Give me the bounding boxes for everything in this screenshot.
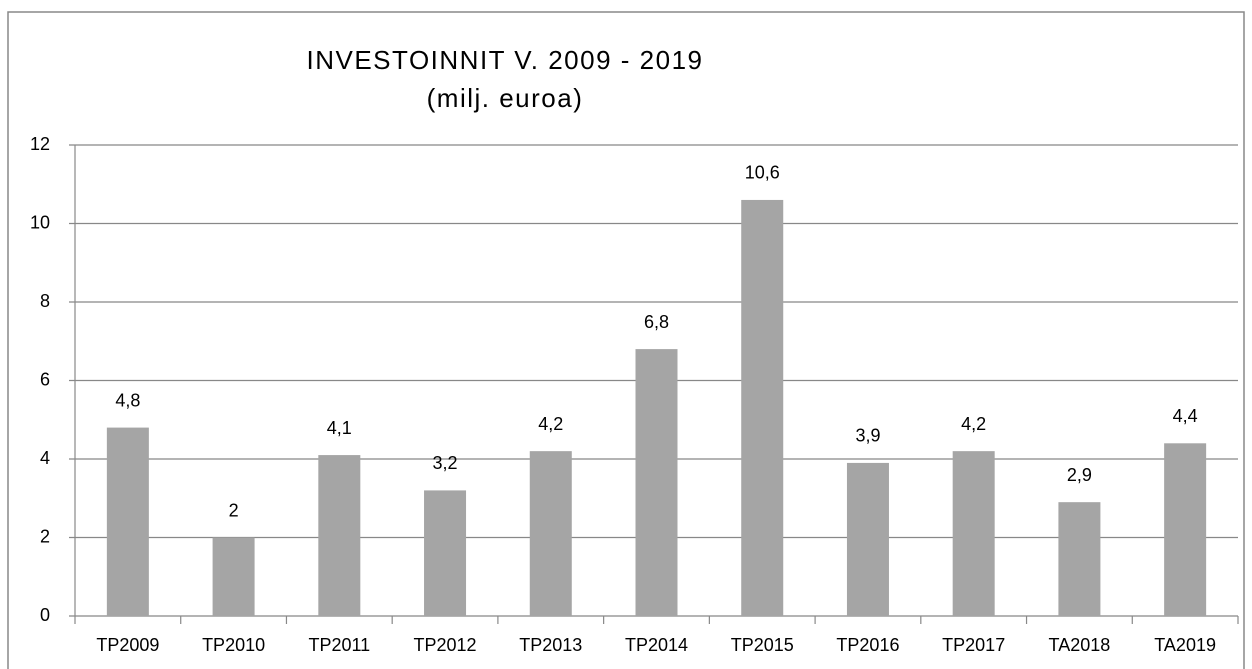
y-tick-label: 2 <box>40 526 50 546</box>
data-label: 4,2 <box>538 414 563 434</box>
x-tick-label: TP2009 <box>96 635 159 655</box>
x-tick-label: TA2018 <box>1049 635 1111 655</box>
bar <box>529 451 572 616</box>
bar <box>424 490 467 616</box>
x-tick-label: TP2013 <box>519 635 582 655</box>
bar <box>212 537 255 616</box>
x-tick-label: TP2015 <box>731 635 794 655</box>
data-label: 6,8 <box>644 312 669 332</box>
chart-title: INVESTOINNIT V. 2009 - 2019 <box>307 45 704 75</box>
data-label: 3,9 <box>855 426 880 446</box>
bar <box>952 451 995 616</box>
y-tick-label: 10 <box>30 212 50 232</box>
data-label: 2 <box>229 500 239 520</box>
bar <box>1058 502 1101 616</box>
data-label: 4,2 <box>961 414 986 434</box>
y-tick-label: 0 <box>40 605 50 625</box>
bar <box>1164 443 1207 616</box>
y-tick-label: 6 <box>40 369 50 389</box>
data-label: 4,8 <box>115 390 140 410</box>
y-tick-label: 4 <box>40 448 50 468</box>
data-label: 4,4 <box>1173 406 1198 426</box>
x-tick-label: TP2012 <box>414 635 477 655</box>
x-tick-label: TP2010 <box>202 635 265 655</box>
x-tick-label: TP2011 <box>308 635 370 655</box>
x-tick-label: TP2016 <box>836 635 899 655</box>
bar <box>318 455 361 616</box>
bar <box>741 199 784 616</box>
bar <box>635 349 678 616</box>
x-tick-label: TP2017 <box>942 635 1005 655</box>
y-tick-label: 12 <box>30 134 50 154</box>
data-label: 2,9 <box>1067 465 1092 485</box>
x-tick-label: TA2019 <box>1154 635 1216 655</box>
bar <box>106 427 149 616</box>
bar <box>846 462 889 616</box>
data-label: 3,2 <box>433 453 458 473</box>
chart-subtitle: (milj. euroa) <box>427 83 584 113</box>
y-tick-label: 8 <box>40 291 50 311</box>
x-tick-label: TP2014 <box>625 635 688 655</box>
data-label: 4,1 <box>327 418 352 438</box>
data-label: 10,6 <box>745 163 780 183</box>
